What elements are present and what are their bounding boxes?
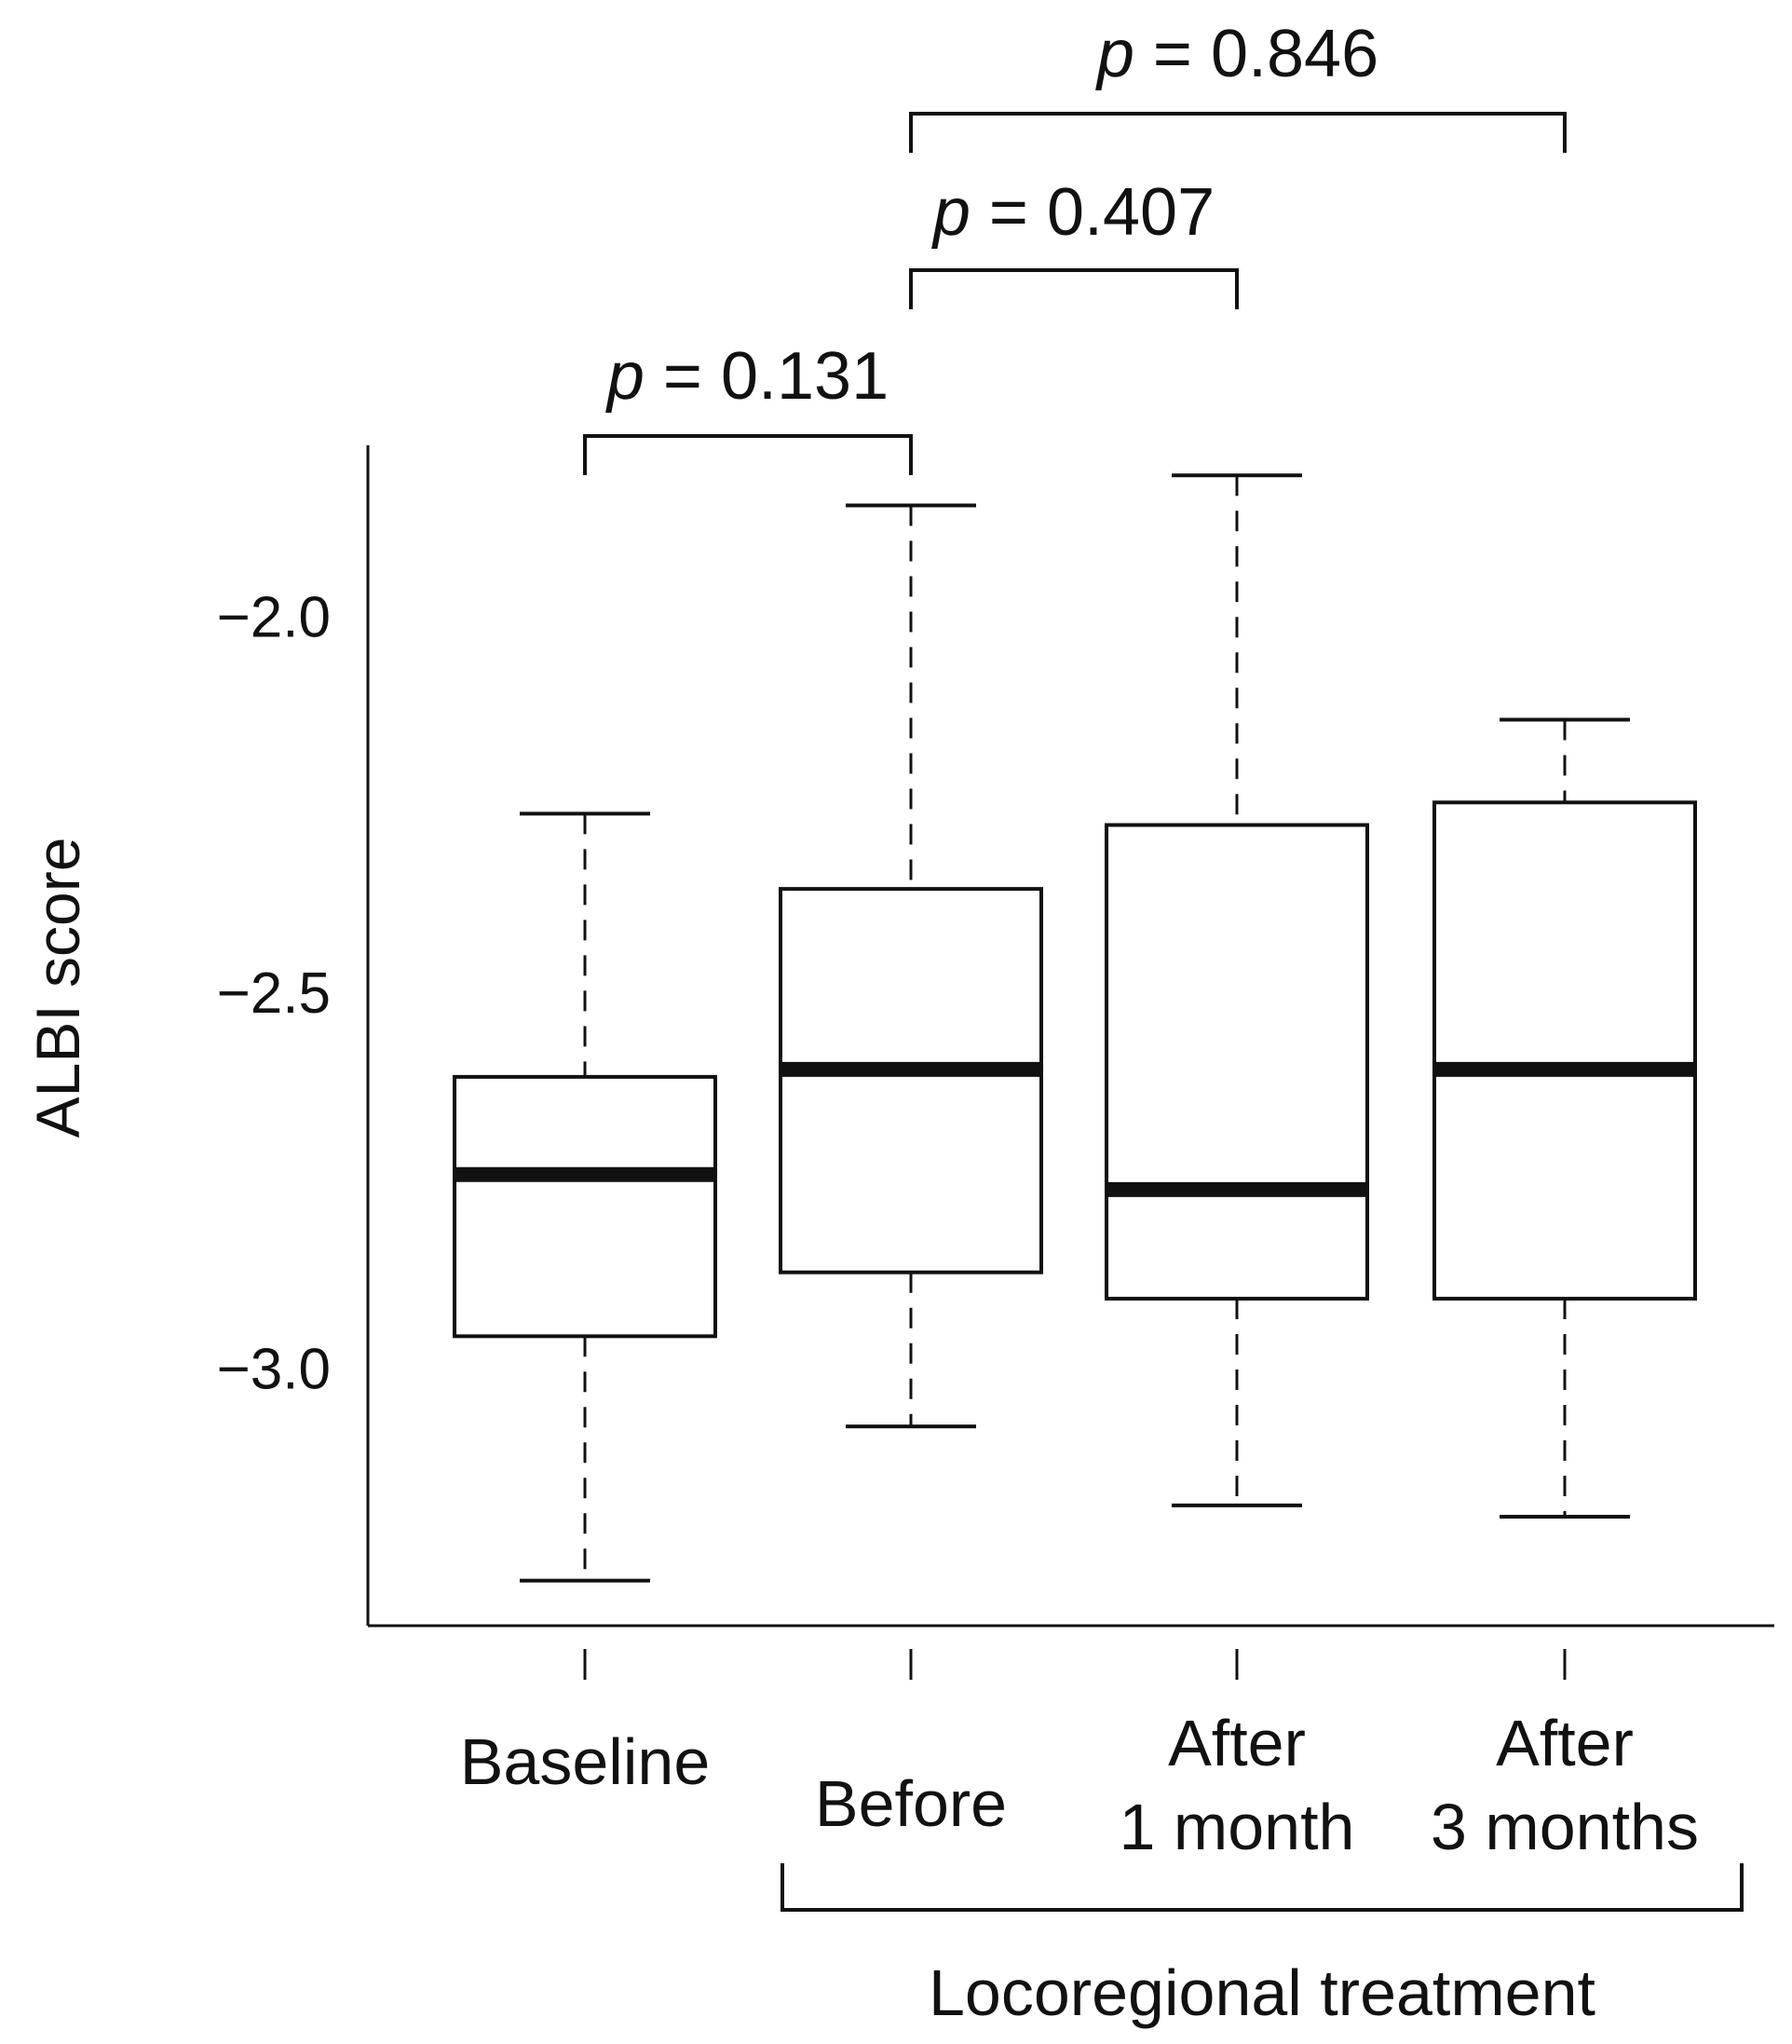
category-label: 1 month (1120, 1791, 1355, 1863)
comparison-1: p = 0.407 (909, 175, 1239, 309)
p-symbol: p (1095, 17, 1134, 91)
p-value-label: p = 0.846 (1095, 17, 1378, 91)
y-axis-title: ALBI score (23, 838, 92, 1138)
y-tick-label: −2.5 (217, 961, 331, 1026)
p-value-label: p = 0.131 (605, 339, 889, 414)
comparison-bracket (583, 434, 913, 475)
group-bracket (781, 1863, 1744, 1912)
iqr-box (1432, 800, 1697, 1301)
comparison-bracket (909, 268, 1239, 309)
p-value: = 0.846 (1134, 17, 1378, 91)
comparison-2: p = 0.846 (909, 17, 1567, 153)
box-plots (453, 473, 1697, 1583)
category-label: Baseline (460, 1725, 711, 1798)
y-tick-label: −3.0 (217, 1338, 331, 1402)
box-group-1 (779, 503, 1043, 1429)
axes: −2.0 −2.5 −3.0 (217, 445, 1774, 1680)
comparison-bracket (909, 112, 1567, 153)
category-label: After (1496, 1707, 1634, 1779)
y-tick-label: −2.0 (217, 586, 331, 650)
group-bracket-label: Locoregional treatment (929, 1956, 1595, 2029)
category-label: 3 months (1431, 1791, 1699, 1863)
comparison-0: p = 0.131 (583, 339, 913, 475)
p-symbol: p (931, 175, 971, 250)
category-label: After (1168, 1707, 1306, 1779)
iqr-box (1105, 823, 1369, 1301)
iqr-box (779, 887, 1043, 1274)
p-value: = 0.407 (971, 175, 1215, 250)
category-label: Before (815, 1767, 1007, 1840)
box-group-2 (1105, 473, 1369, 1507)
p-symbol: p (605, 339, 645, 414)
box-group-0 (453, 811, 717, 1583)
axis-labels: ALBI score Baseline Before After 1 month Afte… (23, 838, 1744, 2029)
p-value-label: p = 0.407 (931, 175, 1215, 250)
iqr-box (453, 1074, 717, 1339)
box-group-3 (1432, 717, 1697, 1519)
p-value: = 0.131 (645, 339, 889, 414)
